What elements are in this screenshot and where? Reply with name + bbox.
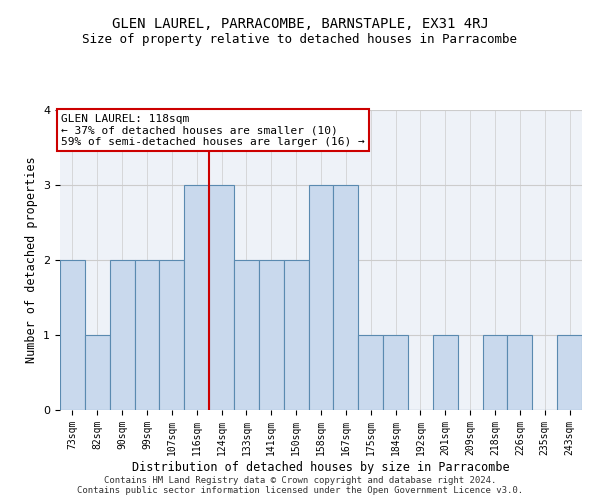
- Bar: [433, 335, 458, 410]
- Bar: [308, 185, 334, 410]
- Bar: [557, 335, 582, 410]
- Bar: [134, 260, 160, 410]
- Bar: [259, 260, 284, 410]
- Bar: [160, 260, 184, 410]
- Bar: [85, 335, 110, 410]
- Bar: [358, 335, 383, 410]
- Bar: [284, 260, 308, 410]
- Text: GLEN LAUREL, PARRACOMBE, BARNSTAPLE, EX31 4RJ: GLEN LAUREL, PARRACOMBE, BARNSTAPLE, EX3…: [112, 18, 488, 32]
- Bar: [383, 335, 408, 410]
- Text: Size of property relative to detached houses in Parracombe: Size of property relative to detached ho…: [83, 32, 517, 46]
- Bar: [60, 260, 85, 410]
- Bar: [508, 335, 532, 410]
- Bar: [234, 260, 259, 410]
- Bar: [110, 260, 134, 410]
- Bar: [334, 185, 358, 410]
- Text: GLEN LAUREL: 118sqm
← 37% of detached houses are smaller (10)
59% of semi-detach: GLEN LAUREL: 118sqm ← 37% of detached ho…: [61, 114, 365, 147]
- X-axis label: Distribution of detached houses by size in Parracombe: Distribution of detached houses by size …: [132, 460, 510, 473]
- Bar: [209, 185, 234, 410]
- Text: Contains HM Land Registry data © Crown copyright and database right 2024.
Contai: Contains HM Land Registry data © Crown c…: [77, 476, 523, 495]
- Y-axis label: Number of detached properties: Number of detached properties: [25, 156, 38, 364]
- Bar: [482, 335, 508, 410]
- Bar: [184, 185, 209, 410]
